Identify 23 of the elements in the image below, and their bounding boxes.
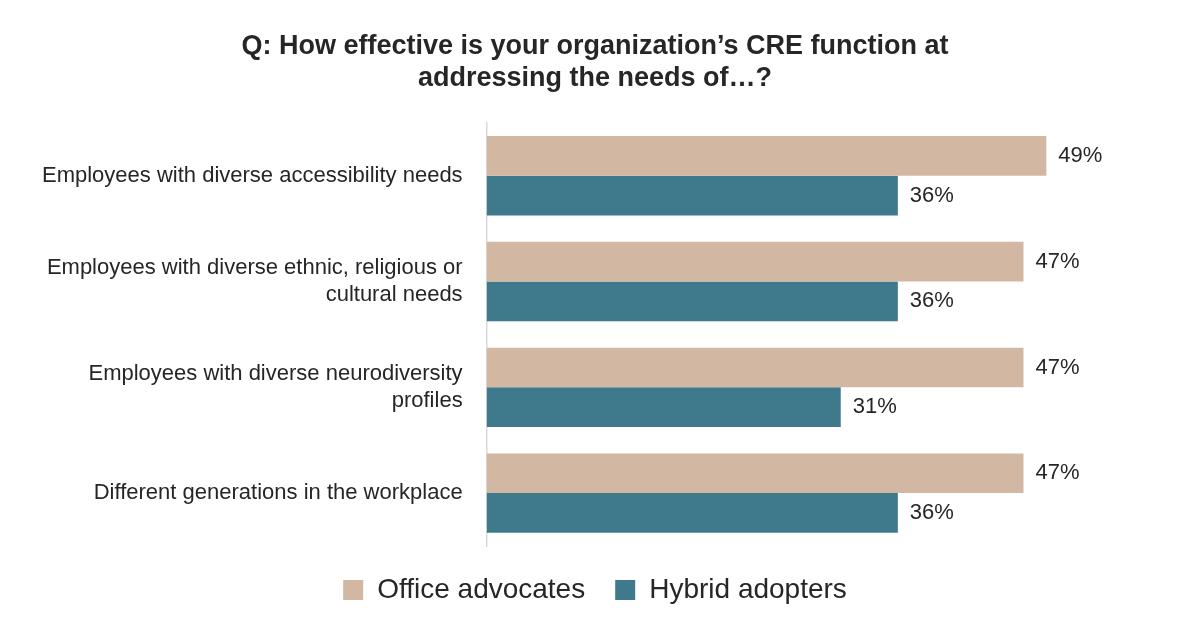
bar [486, 453, 1024, 494]
data-label: 47% [1035, 353, 1080, 379]
data-label: 36% [909, 499, 954, 524]
bar [486, 136, 1047, 176]
bar [486, 175, 898, 216]
data-label: 47% [1035, 459, 1080, 485]
chart-title: Q: How effective is your organization’s CRE function at addressing the needs of…? [241, 29, 949, 93]
y-tick-label: Employees with diverse accessibility needs [41, 161, 463, 187]
bar [486, 281, 898, 322]
bar [486, 387, 841, 427]
bar [486, 347, 1024, 388]
legend-label: Hybrid adopters [649, 572, 847, 604]
data-label: 36% [909, 287, 954, 313]
bar [486, 493, 898, 533]
y-tick-label: Employees with diverse ethnic, religious or cultural needs [46, 254, 463, 306]
data-label: 49% [1058, 141, 1103, 167]
y-tick-label: Employees with diverse neurodiversity profiles [88, 360, 463, 412]
bar [486, 241, 1024, 282]
data-label: 36% [909, 181, 954, 207]
y-tick-label: Different generations in the workplace [93, 479, 463, 505]
legend-label: Office advocates [377, 572, 586, 604]
data-label: 47% [1035, 247, 1080, 273]
data-label: 31% [852, 393, 897, 419]
